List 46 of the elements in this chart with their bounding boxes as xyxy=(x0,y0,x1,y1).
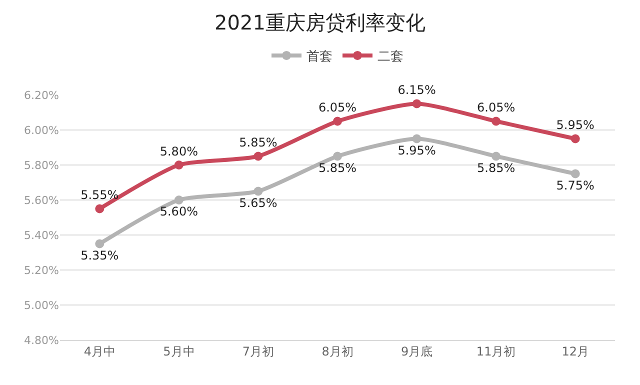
y-tick-label: 6.00% xyxy=(24,124,59,137)
data-label: 6.05% xyxy=(318,100,357,115)
data-label: 5.95% xyxy=(398,143,436,158)
point xyxy=(412,134,422,144)
x-tick-label: 8月初 xyxy=(322,344,354,358)
data-label: 5.65% xyxy=(239,196,278,210)
data-label: 6.05% xyxy=(477,100,516,115)
x-tick-label: 12月 xyxy=(562,344,589,358)
data-label: 5.55% xyxy=(80,188,119,202)
y-tick-label: 5.00% xyxy=(24,298,59,312)
point xyxy=(570,134,580,144)
legend-label: 二套 xyxy=(378,50,404,65)
x-tick-label: 7月初 xyxy=(242,344,274,358)
point xyxy=(492,152,501,161)
x-tick-label: 9月底 xyxy=(400,344,433,358)
point xyxy=(95,239,104,248)
chart-title: 2021重庆房贷利率变化 xyxy=(214,10,426,34)
data-label: 5.60% xyxy=(160,204,198,219)
point xyxy=(333,116,342,126)
y-tick-label: 5.40% xyxy=(24,228,59,242)
data-label: 5.85% xyxy=(477,160,516,175)
y-tick-label: 5.80% xyxy=(24,158,59,172)
point xyxy=(174,160,184,170)
point xyxy=(95,204,104,214)
data-label: 5.80% xyxy=(160,144,198,158)
data-label: 6.15% xyxy=(398,83,436,98)
point xyxy=(254,152,263,161)
point xyxy=(570,169,580,178)
point xyxy=(412,99,422,108)
legend-label: 首套 xyxy=(306,50,332,65)
x-tick-label: 4月中 xyxy=(84,344,116,358)
data-label: 5.35% xyxy=(80,248,119,262)
x-tick-label: 5月中 xyxy=(163,344,195,358)
y-tick-label: 5.60% xyxy=(24,194,59,207)
point xyxy=(492,116,501,126)
data-label: 5.75% xyxy=(556,178,594,192)
data-label: 5.85% xyxy=(318,160,357,175)
y-tick-label: 4.80% xyxy=(24,334,59,347)
y-tick-label: 6.20% xyxy=(24,88,59,102)
x-tick-label: 11月初 xyxy=(476,344,516,358)
point xyxy=(254,186,263,196)
data-label: 5.85% xyxy=(239,136,278,150)
point xyxy=(333,152,342,161)
point xyxy=(174,196,184,204)
y-tick-label: 5.20% xyxy=(24,264,59,277)
data-label: 5.95% xyxy=(556,118,594,132)
